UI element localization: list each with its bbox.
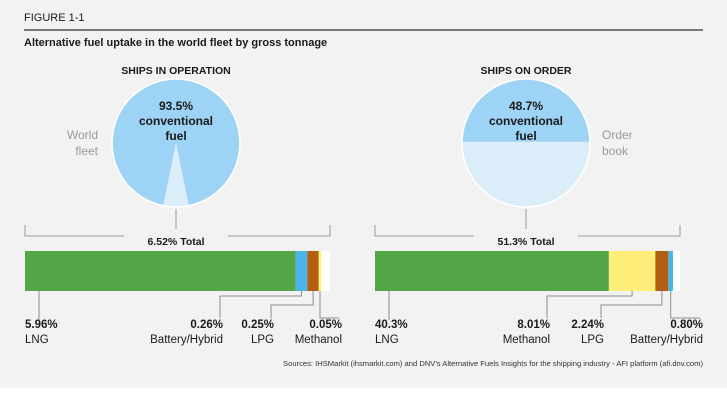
order-total-label: 51.3% Total [498,236,555,248]
operation-header: SHIPS IN OPERATION [121,65,231,77]
source-note: Sources: IHSMarkit (ihsmarkit.com) and D… [283,359,703,368]
operation-category-methanol: Methanol [295,334,342,346]
figure-title: Alternative fuel uptake in the world fle… [24,37,327,49]
order-value-methanol: 8.01% [517,319,550,331]
operation-value-methanol: 0.05% [309,319,342,331]
figure-panel [0,0,727,388]
order-bar-segment-lpg [655,251,669,291]
order-pie-percent: 48.7% [509,99,543,113]
operation-pie-outline [111,78,241,208]
operation-pie-percent: 93.5% [159,99,193,113]
order-side-label-line2: book [602,144,629,158]
order-bar-segment-lng [375,251,609,291]
operation-leader-lpg [270,291,314,318]
operation-category-lng: LNG [25,334,49,346]
operation-value-lng: 5.96% [25,319,58,331]
operation-pie-label-line1: conventional [139,114,213,128]
figure-number: FIGURE 1-1 [24,12,85,24]
order-category-battery-hybrid: Battery/Hybrid [630,334,703,346]
operation-value-lpg: 0.25% [241,319,274,331]
order-leader-lpg [600,291,663,318]
order-header: SHIPS ON ORDER [480,65,571,77]
order-value-lng: 40.3% [375,319,408,331]
operation-bar-segment-methanol [318,251,322,291]
charts-layer: SHIPS IN OPERATION93.5%conventionalfuelW… [24,65,703,346]
order-value-lpg: 2.24% [571,319,604,331]
operation-leader-methanol [319,291,339,319]
operation-category-lpg: LPG [251,334,274,346]
figure-svg: FIGURE 1-1 Alternative fuel uptake in th… [24,12,703,368]
order-leader-battery-hybrid [670,291,700,319]
operation-leader-battery-hybrid [219,291,302,318]
operation-value-battery-hybrid: 0.26% [190,319,223,331]
operation-bar-segment-lpg [307,251,319,291]
order-pie-label-line2: fuel [515,129,536,143]
operation-pie-label-line2: fuel [165,129,186,143]
operation-bar-segment-battery-hybrid [295,251,308,291]
operation-side-label-line1: World [67,128,98,142]
operation-side-label-line2: fleet [75,144,98,158]
operation-total-label: 6.52% Total [148,236,205,248]
order-pie-label-line1: conventional [489,114,563,128]
order-category-lng: LNG [375,334,399,346]
operation-category-battery-hybrid: Battery/Hybrid [150,334,223,346]
order-pie-outline [461,78,591,208]
order-side-label-line1: Order [602,128,633,142]
operation-bar-segment-lng [25,251,296,291]
order-total-label-bg [474,229,578,243]
order-leader-methanol [546,291,633,318]
order-pie-conventional-slice [462,78,590,142]
order-value-battery-hybrid: 0.80% [670,319,703,331]
order-category-lpg: LPG [581,334,604,346]
order-bar-segment-methanol [608,251,656,291]
operation-pie-alternative-slice [162,143,190,207]
order-bar-segment-battery-hybrid [668,251,673,291]
operation-total-label-bg [124,229,228,243]
order-category-methanol: Methanol [503,334,550,346]
